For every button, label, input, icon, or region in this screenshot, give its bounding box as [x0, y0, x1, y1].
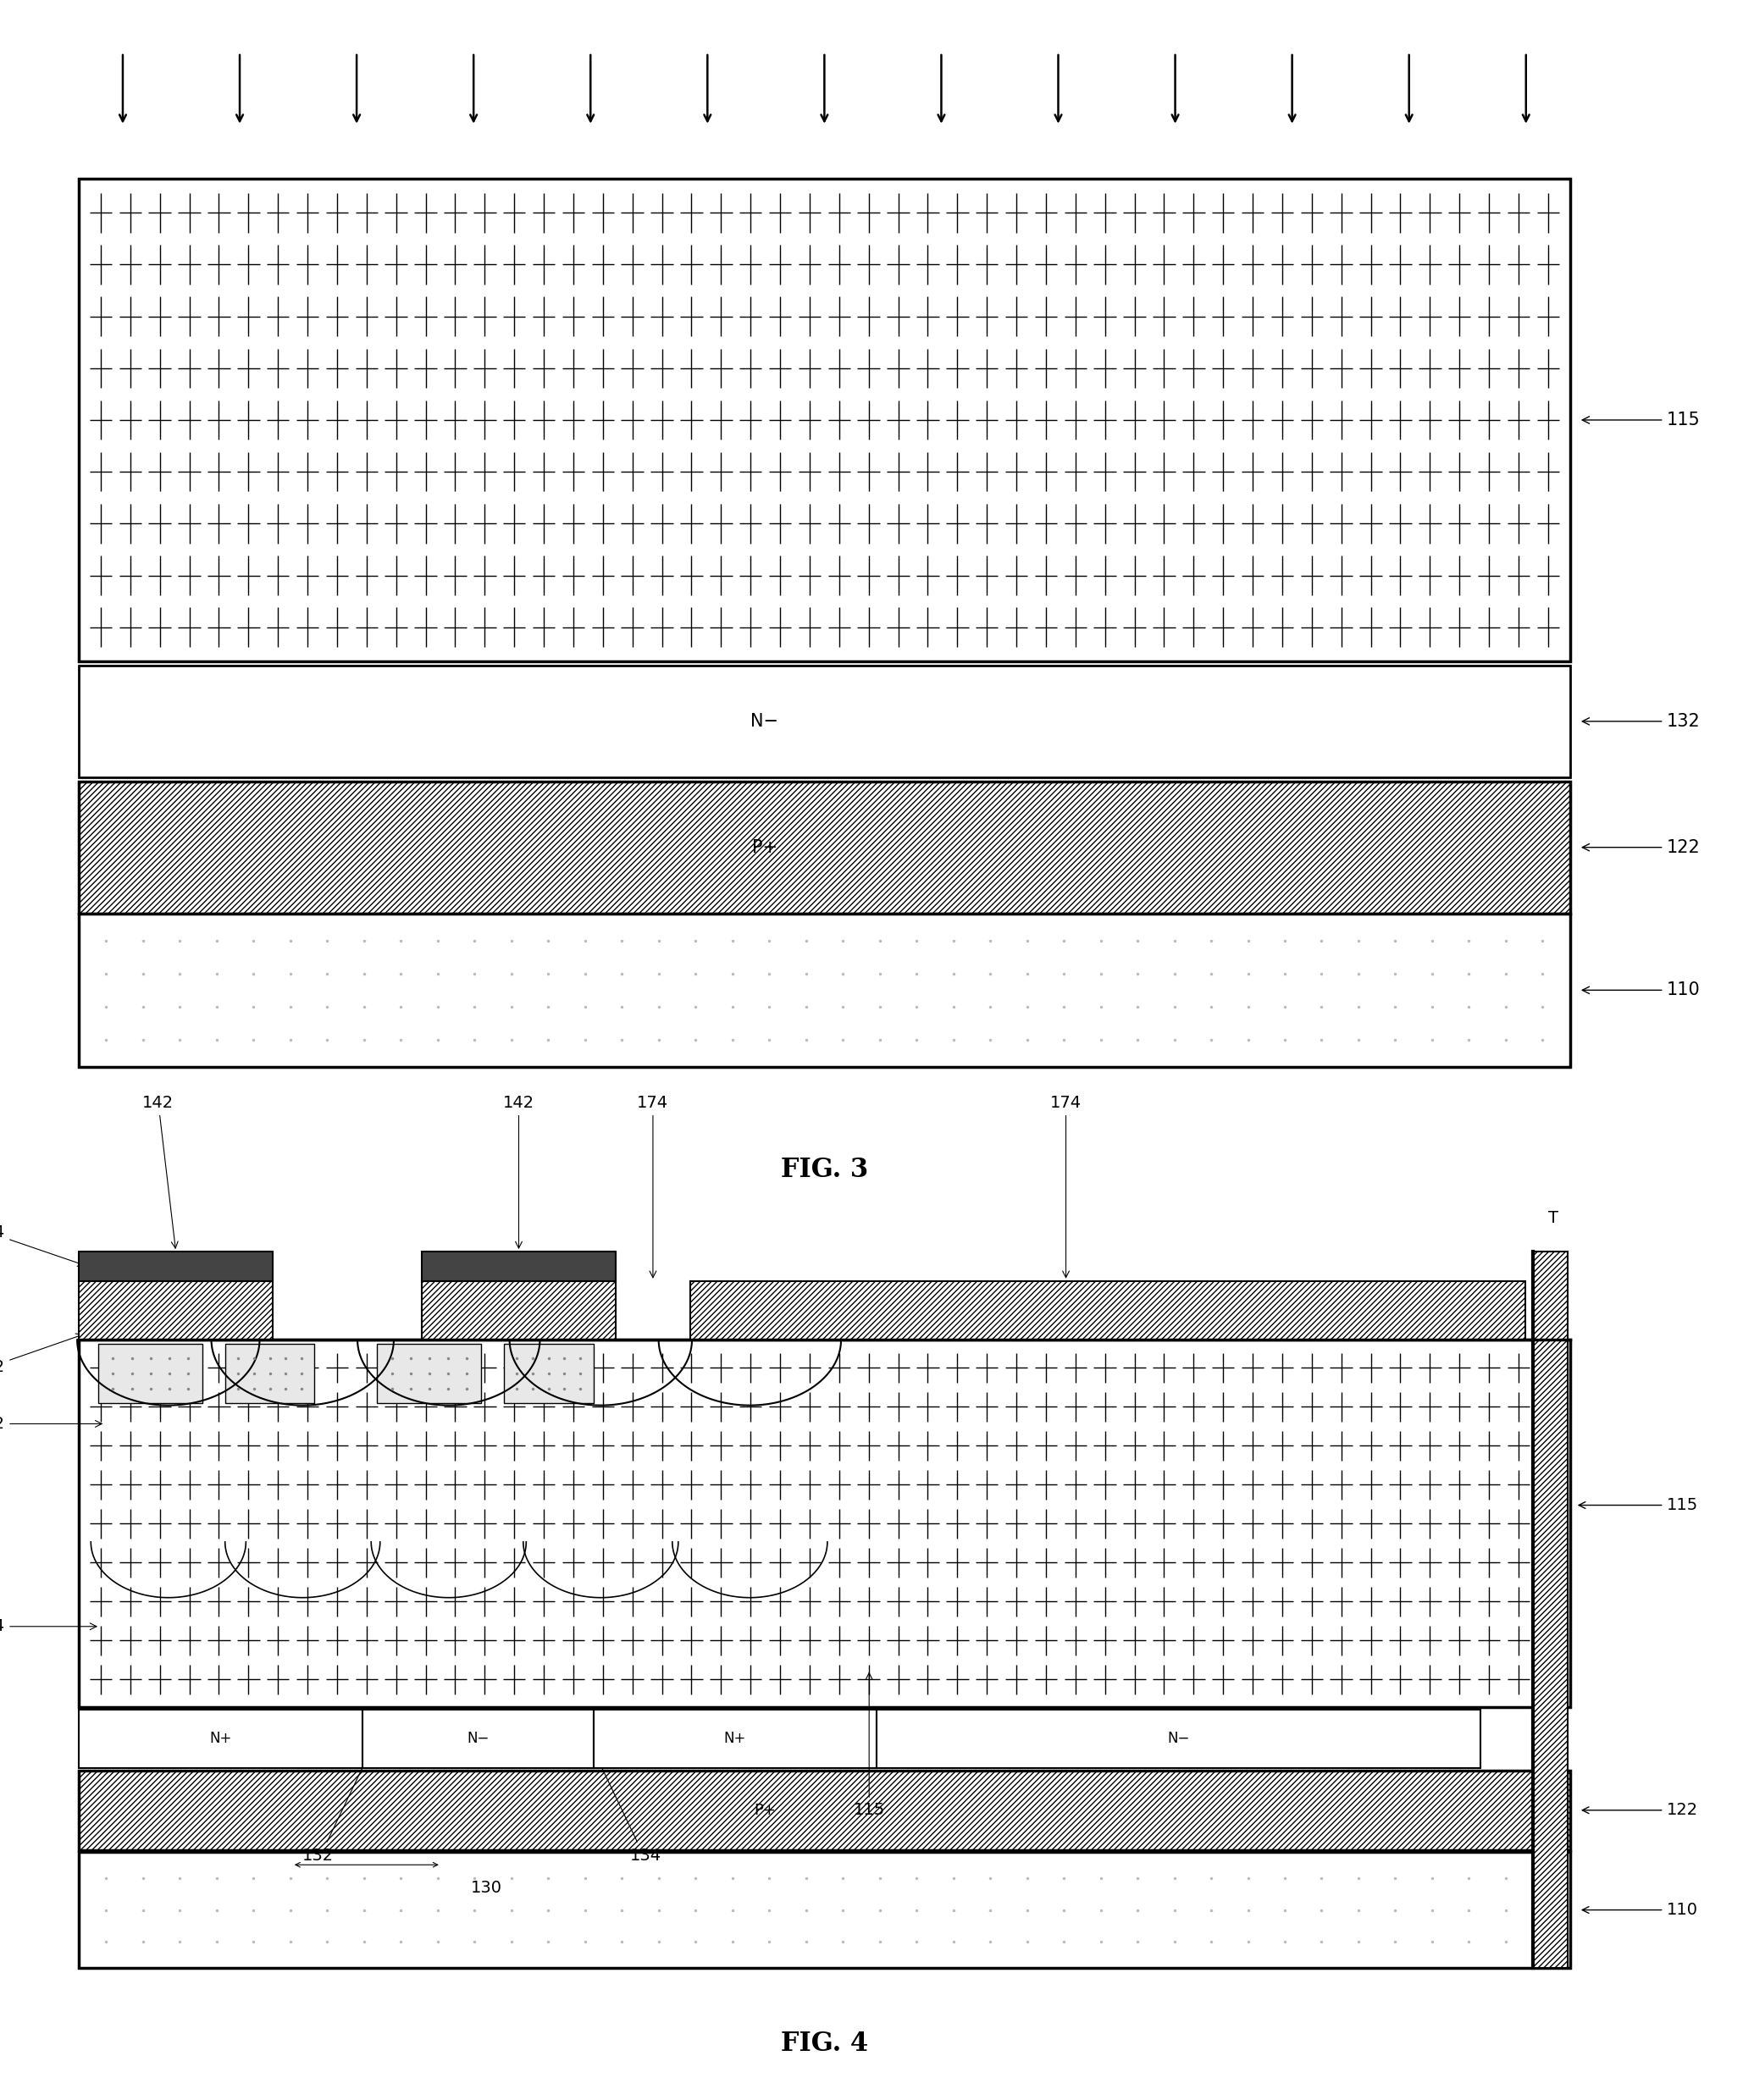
- Bar: [79, 1340, 1570, 1707]
- Bar: [363, 1709, 593, 1768]
- Text: 115: 115: [1579, 1497, 1698, 1514]
- Bar: [79, 1770, 1570, 1850]
- Bar: [689, 1281, 1524, 1340]
- Bar: [593, 1709, 877, 1768]
- Bar: [79, 1852, 1570, 1968]
- Text: 174: 174: [1051, 1094, 1082, 1277]
- Text: 162: 162: [0, 1415, 102, 1432]
- Text: N+: N+: [724, 1730, 745, 1747]
- Bar: [79, 1709, 363, 1768]
- Text: N−: N−: [751, 712, 779, 731]
- Bar: [421, 1281, 616, 1340]
- Text: 122: 122: [1582, 1802, 1698, 1819]
- Bar: [421, 1252, 616, 1281]
- Text: 174: 174: [637, 1094, 668, 1277]
- Text: 110: 110: [1582, 1903, 1698, 1917]
- Text: N−: N−: [467, 1730, 489, 1747]
- Text: 132: 132: [303, 1848, 333, 1865]
- Text: 115: 115: [1582, 412, 1700, 428]
- Bar: [79, 914, 1570, 1067]
- Text: FIG. 4: FIG. 4: [781, 2031, 868, 2056]
- Text: 134: 134: [630, 1848, 661, 1865]
- Bar: [877, 1709, 1480, 1768]
- Bar: [377, 1344, 481, 1403]
- Bar: [1533, 1252, 1568, 1968]
- Bar: [79, 179, 1570, 662]
- Text: 132: 132: [1582, 712, 1700, 731]
- Text: 142: 142: [503, 1094, 535, 1247]
- Bar: [79, 666, 1570, 777]
- Text: N−: N−: [1168, 1730, 1189, 1747]
- Text: 152: 152: [0, 1334, 82, 1376]
- Text: P+: P+: [754, 1802, 775, 1819]
- Text: FIG. 3: FIG. 3: [781, 1157, 868, 1182]
- Text: 154: 154: [0, 1224, 84, 1266]
- Text: 164: 164: [0, 1619, 96, 1634]
- Text: 110: 110: [1582, 981, 1700, 1000]
- Bar: [503, 1344, 593, 1403]
- Bar: [79, 781, 1570, 914]
- Text: N+: N+: [209, 1730, 232, 1747]
- Bar: [98, 1344, 203, 1403]
- Text: T: T: [1549, 1210, 1559, 1226]
- Text: P+: P+: [752, 838, 777, 857]
- Text: 142: 142: [142, 1094, 177, 1247]
- Text: 122: 122: [1582, 838, 1700, 857]
- Bar: [225, 1344, 314, 1403]
- Bar: [79, 1281, 274, 1340]
- Text: 115: 115: [854, 1674, 884, 1819]
- Bar: [79, 1252, 274, 1281]
- Text: 130: 130: [470, 1880, 502, 1896]
